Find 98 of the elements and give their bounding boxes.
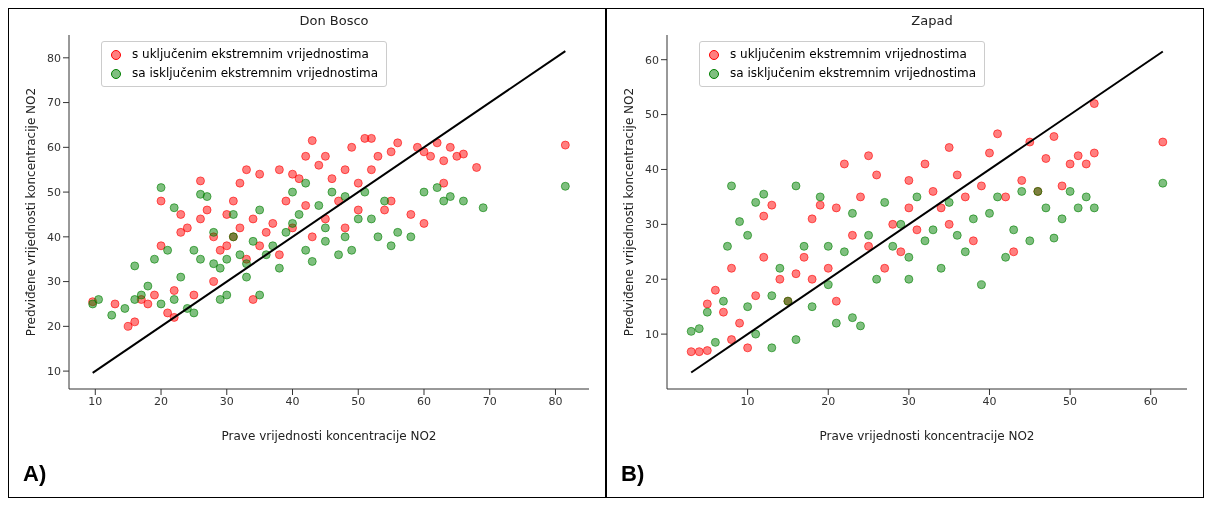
- point: [864, 230, 874, 240]
- y-tick-label: 80: [47, 51, 61, 65]
- point: [815, 192, 825, 202]
- point: [702, 307, 712, 317]
- point: [952, 230, 962, 240]
- y-tick-label: 10: [47, 365, 61, 378]
- point: [791, 181, 801, 191]
- point: [847, 208, 857, 218]
- point: [880, 197, 890, 207]
- point: [976, 280, 986, 290]
- point: [694, 324, 704, 334]
- x-axis-title: Prave vrijednosti koncentracije NO2: [221, 428, 437, 443]
- point: [1158, 178, 1168, 188]
- point: [775, 263, 785, 273]
- y-tick-label: 30: [645, 218, 659, 232]
- point: [751, 197, 761, 207]
- y-tick-label: 20: [645, 273, 659, 287]
- point: [904, 274, 914, 284]
- point: [944, 197, 954, 207]
- y-tick-label: 40: [47, 230, 61, 244]
- point: [936, 263, 946, 273]
- point: [839, 247, 849, 257]
- legend-label: s uključenim ekstremnim vrijednostima: [730, 46, 967, 63]
- point: [823, 241, 833, 251]
- y-tick-label: 40: [645, 163, 659, 177]
- x-tick-label: 80: [548, 394, 563, 408]
- point: [767, 291, 777, 301]
- legend-label: sa isključenim ekstremnim vrijednostima: [730, 65, 977, 82]
- x-tick-label: 60: [416, 394, 431, 408]
- x-tick-label: 50: [1063, 394, 1078, 408]
- x-tick-label: 50: [351, 394, 366, 408]
- y-tick-label: 70: [47, 96, 61, 110]
- legend-label: s uključenim ekstremnim vrijednostima: [132, 46, 369, 63]
- point: [1057, 214, 1067, 224]
- text: B): [621, 461, 645, 487]
- point: [1049, 233, 1059, 243]
- point: [759, 189, 769, 199]
- point: [767, 343, 777, 353]
- point: [718, 296, 728, 306]
- point: [791, 335, 801, 345]
- point: [928, 225, 938, 235]
- text: A): [23, 461, 47, 487]
- point: [1041, 203, 1051, 213]
- point: [872, 274, 882, 284]
- x-tick-label: 40: [982, 394, 997, 408]
- point: [1065, 186, 1075, 196]
- point: [904, 252, 914, 262]
- x-tick-label: 30: [901, 394, 916, 408]
- point: [1089, 203, 1099, 213]
- chart-title: Zapad: [911, 13, 953, 28]
- point: [960, 247, 970, 257]
- point: [1017, 186, 1027, 196]
- x-tick-label: 40: [285, 394, 300, 408]
- y-tick-label: 30: [47, 275, 61, 289]
- x-tick-label: 10: [88, 394, 103, 408]
- point: [888, 241, 898, 251]
- point: [727, 181, 736, 191]
- chart-title: Don Bosco: [299, 13, 369, 28]
- point: [735, 217, 745, 227]
- point: [823, 280, 833, 290]
- x-tick-label: 20: [821, 394, 836, 408]
- point: [912, 192, 922, 202]
- y-tick-label: 60: [47, 141, 61, 155]
- point: [1073, 203, 1083, 213]
- y-tick-label: 50: [645, 108, 659, 122]
- point: [799, 241, 809, 251]
- y-tick-label: 50: [47, 185, 61, 199]
- y-tick-label: 60: [645, 53, 659, 67]
- point: [1025, 236, 1035, 246]
- y-tick-label: 20: [47, 320, 61, 334]
- x-tick-label: 20: [154, 394, 169, 408]
- point: [831, 318, 841, 328]
- point: [807, 302, 817, 312]
- point: [855, 321, 865, 331]
- point: [1009, 225, 1019, 235]
- point: [686, 326, 696, 336]
- x-tick-label: 30: [219, 394, 234, 408]
- point: [722, 241, 732, 251]
- point: [743, 230, 753, 240]
- point: [993, 192, 1003, 202]
- x-tick-label: 70: [482, 394, 497, 408]
- point: [920, 236, 930, 246]
- point: [1001, 252, 1011, 262]
- point: [847, 313, 857, 323]
- x-axis-title: Prave vrijednosti koncentracije NO2: [819, 428, 1035, 443]
- point: [743, 302, 753, 312]
- point: [751, 329, 761, 339]
- legend-label: sa isključenim ekstremnim vrijednostima: [132, 65, 379, 82]
- point: [984, 208, 994, 218]
- y-tick-label: 10: [645, 328, 659, 342]
- point: [896, 219, 906, 229]
- y-axis-title: Predviđene vrijednosti koncentracije NO2: [24, 87, 39, 337]
- point: [968, 214, 978, 224]
- point: [1081, 192, 1091, 202]
- y-axis-title: Predviđene vrijednosti koncentracije NO2: [622, 87, 637, 337]
- x-tick-label: 60: [1143, 394, 1158, 408]
- point: [710, 337, 720, 347]
- x-tick-label: 10: [740, 394, 755, 408]
